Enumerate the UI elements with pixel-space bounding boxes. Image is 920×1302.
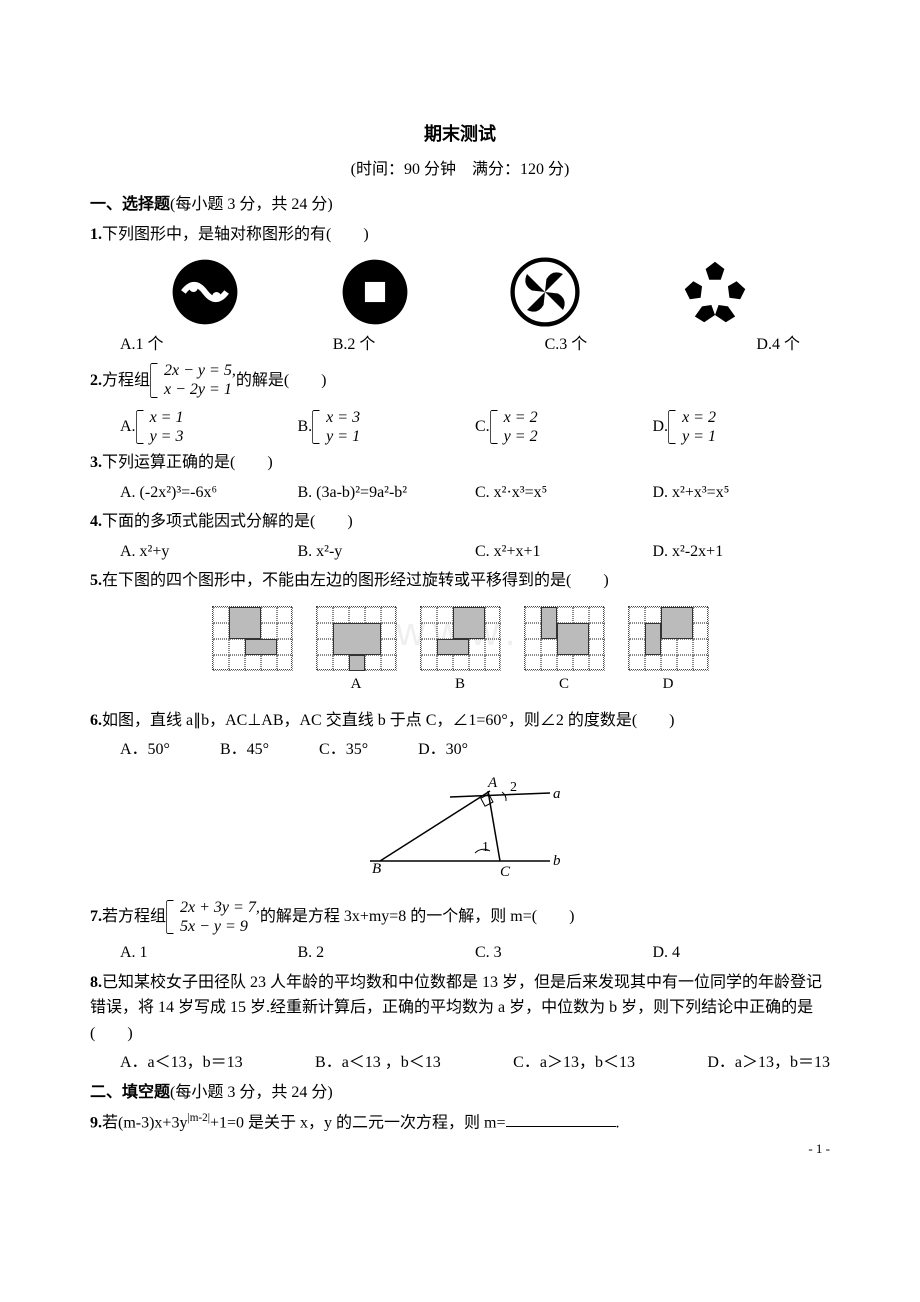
svg-text:1: 1 — [482, 840, 489, 855]
q4-text: 下面的多项式能因式分解的是( ) — [102, 513, 353, 530]
q8-opt-a: A．a＜13，b＝13 — [120, 1050, 243, 1076]
q2-eq2: x − 2y = 1 — [164, 380, 236, 399]
q2-opt-a: A. x = 1y = 3 — [120, 408, 298, 446]
q6-options: A．50° B．45° C．35° D．30° — [90, 737, 830, 763]
q5-shape-d: D — [628, 606, 708, 696]
section2-head: 二、填空题 — [90, 1084, 170, 1101]
q9-p1: 若(m-3)x+3y — [102, 1114, 187, 1131]
section-2-header: 二、填空题(每小题 3 分，共 24 分) — [90, 1080, 830, 1106]
q8-text: 已知某校女子田径队 23 人年龄的平均数和中位数都是 13 岁，但是后来发现其中… — [90, 974, 822, 1042]
q2-system: 2x − y = 5, x − 2y = 1 — [150, 361, 236, 399]
question-1: 1.下列图形中，是轴对称图形的有( ) — [90, 222, 830, 248]
q4-options: A. x²+y B. x²-y C. x²+x+1 D. x²-2x+1 — [90, 539, 830, 565]
q5-shape-c: C — [524, 606, 604, 696]
question-7: 7. 若方程组 2x + 3y = 7, 5x − y = 9 的解是方程 3x… — [90, 898, 830, 936]
q3-text: 下列运算正确的是( ) — [102, 454, 273, 471]
q5-text: 在下图的四个图形中，不能由左边的图形经过旋转或平移得到的是( ) — [102, 572, 609, 589]
q4-opt-c: C. x²+x+1 — [475, 539, 653, 565]
q6-opt-b: B．45° — [220, 737, 269, 763]
q1-options: A.1 个 B.2 个 C.3 个 D.4 个 — [90, 332, 830, 358]
q1-opt-c: C.3 个 — [545, 332, 588, 358]
q8-options: A．a＜13，b＝13 B．a＜13 ，b＜13 C．a＞13，b＜13 D．a… — [90, 1050, 830, 1076]
q3-opt-b: B. (3a-b)²=9a²-b² — [298, 480, 476, 506]
q6-text: 如图，直线 a∥b，AC⊥AB，AC 交直线 b 于点 C，∠1=60°，则∠2… — [102, 712, 674, 729]
q9-p3: . — [616, 1114, 620, 1131]
question-2: 2. 方程组 2x − y = 5, x − 2y = 1 的解是( ) — [90, 361, 830, 399]
q7-opt-c: C. 3 — [475, 940, 653, 966]
question-5: 5.在下图的四个图形中，不能由左边的图形经过旋转或平移得到的是( ) — [90, 568, 830, 594]
q2-eq1: 2x − y = 5, — [164, 361, 236, 380]
q8-opt-d: D．a＞13，b＝13 — [707, 1050, 830, 1076]
svg-text:B: B — [372, 861, 381, 877]
q7-options: A. 1 B. 2 C. 3 D. 4 — [90, 940, 830, 966]
question-6: 6.如图，直线 a∥b，AC⊥AB，AC 交直线 b 于点 C，∠1=60°，则… — [90, 708, 830, 734]
q1-opt-d: D.4 个 — [756, 332, 800, 358]
section-1-header: 一、选择题(每小题 3 分，共 24 分) — [90, 192, 830, 218]
q9-p2: +1=0 是关于 x，y 的二元一次方程，则 m= — [210, 1114, 506, 1131]
q7-opt-b: B. 2 — [298, 940, 476, 966]
q9-blank — [506, 1111, 616, 1127]
q7-prefix: 若方程组 — [102, 904, 166, 930]
svg-text:C: C — [500, 864, 511, 880]
q6-opt-a: A．50° — [120, 737, 170, 763]
q2-prefix: 方程组 — [102, 368, 150, 394]
q5-shape-ref — [212, 606, 292, 696]
q2-opt-b: B. x = 3y = 1 — [298, 408, 476, 446]
q7-system: 2x + 3y = 7, 5x − y = 9 — [166, 898, 260, 936]
q1-icon-propeller — [509, 256, 581, 328]
section1-head: 一、选择题 — [90, 196, 170, 213]
q1-icon-square-hole — [339, 256, 411, 328]
q1-icon-swirl — [169, 256, 241, 328]
q4-opt-b: B. x²-y — [298, 539, 476, 565]
q2-opt-d: D. x = 2y = 1 — [653, 408, 831, 446]
q4-opt-a: A. x²+y — [120, 539, 298, 565]
section1-note: (每小题 3 分，共 24 分) — [170, 196, 333, 213]
q9-exp: |m-2| — [187, 1112, 210, 1124]
q7-opt-d: D. 4 — [653, 940, 831, 966]
section2-note: (每小题 3 分，共 24 分) — [170, 1084, 333, 1101]
exam-subtitle: (时间：90 分钟 满分：120 分) — [90, 157, 830, 183]
svg-text:2: 2 — [510, 780, 517, 795]
q1-figures — [90, 252, 830, 332]
q3-opt-d: D. x²+x³=x⁵ — [653, 480, 831, 506]
q2-options: A. x = 1y = 3 B. x = 3y = 1 C. x = 2y = … — [90, 408, 830, 446]
question-3: 3.下列运算正确的是( ) — [90, 450, 830, 476]
q6-opt-d: D．30° — [418, 737, 468, 763]
svg-text:b: b — [553, 853, 561, 869]
q2-opt-c: C. x = 2y = 2 — [475, 408, 653, 446]
q7-opt-a: A. 1 — [120, 940, 298, 966]
q5-shape-a: A — [316, 606, 396, 696]
q7-suffix: 的解是方程 3x+my=8 的一个解，则 m=( ) — [260, 904, 575, 930]
q3-options: A. (-2x²)³=-6x⁶ B. (3a-b)²=9a²-b² C. x²·… — [90, 480, 830, 506]
q6-figure: A B C a b 1 2 — [90, 771, 830, 890]
q3-opt-a: A. (-2x²)³=-6x⁶ — [120, 480, 298, 506]
question-4: 4.下面的多项式能因式分解的是( ) — [90, 509, 830, 535]
q4-opt-d: D. x²-2x+1 — [653, 539, 831, 565]
q1-text: 下列图形中，是轴对称图形的有( ) — [102, 226, 369, 243]
exam-title: 期末测试 — [90, 120, 830, 149]
question-8: 8.已知某校女子田径队 23 人年龄的平均数和中位数都是 13 岁，但是后来发现… — [90, 970, 830, 1047]
q6-opt-c: C．35° — [319, 737, 368, 763]
q8-opt-b: B．a＜13 ，b＜13 — [315, 1050, 441, 1076]
q5-shape-b: B — [420, 606, 500, 696]
q8-opt-c: C．a＞13，b＜13 — [513, 1050, 635, 1076]
q2-suffix: 的解是( ) — [236, 368, 327, 394]
q1-opt-b: B.2 个 — [333, 332, 376, 358]
q1-opt-a: A.1 个 — [120, 332, 164, 358]
q5-figures: A B C D — [90, 598, 830, 704]
q3-opt-c: C. x²·x³=x⁵ — [475, 480, 653, 506]
svg-text:A: A — [487, 775, 498, 791]
q1-icon-pentagons — [679, 256, 751, 328]
question-9: 9.若(m-3)x+3y|m-2|+1=0 是关于 x，y 的二元一次方程，则 … — [90, 1110, 830, 1136]
page-number: - 1 - — [808, 1139, 830, 1160]
svg-text:a: a — [553, 786, 561, 802]
